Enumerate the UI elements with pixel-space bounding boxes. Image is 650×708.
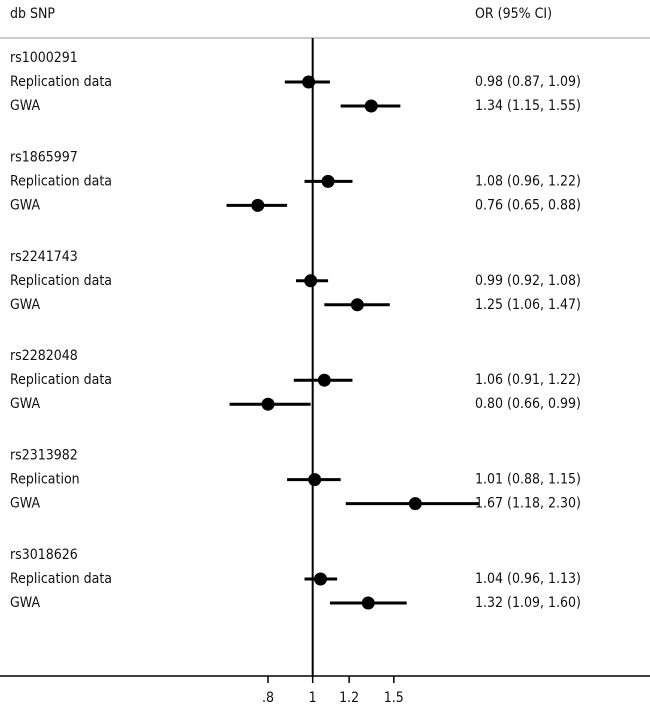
- or-label: 1.08 (0.96, 1.22): [475, 173, 581, 189]
- row-label: GWA: [10, 297, 40, 313]
- or-label: 1.01 (0.88, 1.15): [475, 472, 581, 488]
- snp-name: rs1000291: [10, 50, 78, 66]
- or-point: [314, 572, 328, 586]
- left-header: db SNP: [10, 6, 55, 22]
- or-label: 0.80 (0.66, 0.99): [475, 396, 581, 412]
- row-label: GWA: [10, 396, 40, 412]
- x-tick-label: 1.5: [384, 690, 404, 706]
- row-label: GWA: [10, 496, 40, 512]
- or-point: [308, 473, 322, 487]
- or-point: [364, 99, 378, 113]
- row-label: Replication data: [10, 173, 112, 189]
- or-point: [304, 274, 318, 288]
- or-label: 1.06 (0.91, 1.22): [475, 372, 581, 388]
- snp-name: rs3018626: [10, 547, 78, 563]
- or-label: 0.76 (0.65, 0.88): [475, 197, 581, 213]
- or-label: 1.67 (1.18, 2.30): [475, 496, 581, 512]
- or-point: [317, 373, 331, 387]
- snp-name: rs1865997: [10, 149, 78, 165]
- or-label: 0.99 (0.92, 1.08): [475, 273, 581, 289]
- row-label: GWA: [10, 98, 40, 114]
- row-label: Replication data: [10, 74, 112, 90]
- or-point: [261, 397, 275, 411]
- row-label: Replication data: [10, 372, 112, 388]
- row-label: GWA: [10, 197, 40, 213]
- row-label: Replication data: [10, 571, 112, 587]
- or-label: 0.98 (0.87, 1.09): [475, 74, 581, 90]
- or-point: [302, 75, 316, 89]
- or-label: 1.34 (1.15, 1.55): [475, 98, 581, 114]
- or-point: [251, 198, 265, 212]
- or-point: [408, 497, 422, 511]
- or-point: [321, 174, 335, 188]
- snp-name: rs2313982: [10, 448, 78, 464]
- x-tick-label: 1: [309, 690, 317, 706]
- right-header: OR (95% CI): [475, 6, 552, 22]
- snp-name: rs2241743: [10, 249, 78, 265]
- row-label: GWA: [10, 595, 40, 611]
- snp-name: rs2282048: [10, 348, 78, 364]
- row-label: Replication data: [10, 273, 112, 289]
- or-label: 1.32 (1.09, 1.60): [475, 595, 581, 611]
- or-label: 1.25 (1.06, 1.47): [475, 297, 581, 313]
- or-label: 1.04 (0.96, 1.13): [475, 571, 581, 587]
- or-point: [350, 298, 364, 312]
- x-tick-label: .8: [262, 690, 274, 706]
- x-tick-label: 1.2: [339, 690, 359, 706]
- or-point: [361, 596, 375, 610]
- row-label: Replication: [10, 472, 80, 488]
